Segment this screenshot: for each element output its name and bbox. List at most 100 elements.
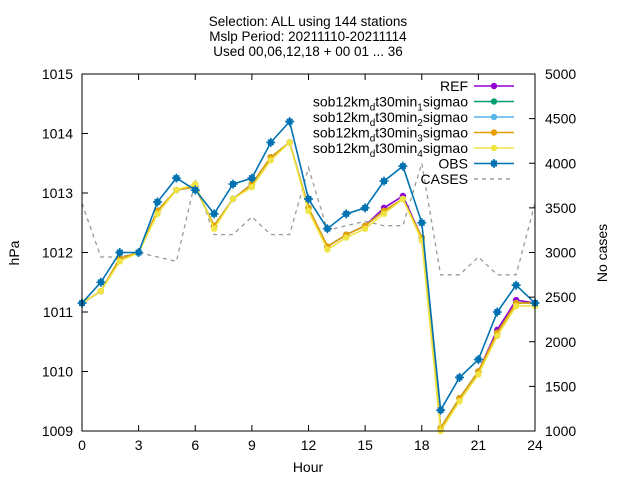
series-4-point [210, 225, 218, 232]
chart-title-line-3: Used 00,06,12,18 + 00 01 ... 36 [213, 44, 403, 59]
series-4-point [154, 210, 161, 218]
legend-marker [490, 113, 498, 121]
x-tick-label: 6 [191, 437, 199, 453]
series-4-point [192, 180, 199, 188]
series-5-point [511, 280, 521, 290]
series-4-point [361, 225, 369, 232]
x-tick-label: 9 [248, 437, 256, 453]
series-4-point [343, 234, 350, 241]
y-tick-label: 1012 [42, 245, 73, 261]
series-4-point [456, 398, 463, 405]
y-tick-label: 1014 [42, 126, 73, 142]
y2-tick-label: 5000 [545, 66, 576, 82]
y2-tick-label: 3500 [545, 200, 576, 216]
x-tick-label: 12 [301, 437, 317, 453]
series-5-point [134, 248, 144, 257]
series-4-point [380, 210, 388, 218]
y2-tick-label: 2000 [545, 334, 576, 350]
series-5-point [96, 277, 106, 287]
series-5-point [417, 218, 427, 228]
legend-entry-3: sob12kmdt30min3sigmao [313, 125, 514, 145]
legend-marker [490, 129, 498, 136]
series-5-point [455, 372, 464, 382]
legend-label: sob12kmdt30min4sigmao [313, 140, 468, 160]
series-5 [77, 117, 540, 415]
y-tick-label: 1010 [42, 364, 73, 380]
series-4-point [97, 287, 105, 295]
chart-title: Selection: ALL using 144 stations Mslp P… [209, 14, 408, 59]
legend-label: sob12kmdt30min1sigmao [313, 94, 468, 114]
series-line-6 [81, 163, 536, 276]
y2-tick-label: 2500 [545, 289, 576, 305]
series-5-point [436, 405, 446, 415]
legend-label: REF [440, 78, 468, 94]
y2-axis-label: No cases [594, 224, 610, 282]
series-5-point [492, 307, 502, 317]
x-tick-label: 24 [527, 437, 543, 453]
chart-title-line-1: Selection: ALL using 144 stations [209, 14, 408, 29]
legend-entry-0: REF [440, 78, 514, 94]
legend-marker [490, 82, 498, 90]
x-tick-label: 0 [78, 437, 86, 453]
legend-entry-6: CASES [421, 171, 514, 187]
series-4-point [248, 183, 256, 191]
series-5-point [341, 209, 351, 219]
legend-entry-5: OBS [438, 156, 514, 172]
series-4-point [512, 302, 520, 310]
series-5-point [209, 209, 219, 219]
series-5-point [247, 173, 257, 183]
series-4-point [494, 332, 501, 339]
series-4-point [116, 258, 123, 265]
legend-entry-1: sob12kmdt30min1sigmao [313, 94, 514, 114]
legend-label: OBS [438, 156, 468, 172]
x-axis-label: Hour [293, 459, 324, 475]
series-4-point [305, 207, 312, 215]
series-5-point [360, 203, 370, 213]
y-tick-label: 1009 [42, 423, 73, 439]
y2-tick-label: 3000 [545, 245, 576, 261]
y-tick-label: 1015 [42, 66, 73, 82]
series-5-point [153, 197, 162, 207]
y-tick-label: 1013 [42, 185, 73, 201]
series-5-point [398, 161, 408, 171]
x-tick-label: 3 [135, 437, 143, 453]
series-5-point [190, 185, 200, 195]
legend-entry-4: sob12kmdt30min4sigmao [313, 140, 514, 160]
series-5-point [228, 179, 238, 189]
series-5-point [322, 224, 332, 234]
series-4-point [286, 139, 293, 146]
series-4-point [173, 186, 180, 194]
legend-marker [490, 144, 498, 152]
series-4-point [229, 195, 237, 203]
y-tick-label: 1011 [43, 304, 73, 320]
series-4-point [324, 246, 331, 253]
legend-marker [490, 98, 498, 105]
y-axis-label: hPa [6, 240, 22, 265]
chart-marks [77, 117, 540, 435]
chart-legend: REFsob12kmdt30min1sigmaosob12kmdt30min2s… [313, 78, 514, 187]
series-6 [81, 163, 536, 276]
y2-tick-label: 1000 [545, 423, 576, 439]
x-tick-label: 21 [471, 437, 487, 453]
chart-axes: 0 3 6 9 12 15 18 21 24 1009 1010 1011 1012 1013 1014 10… [42, 66, 577, 453]
legend-label: sob12kmdt30min3sigmao [313, 125, 468, 145]
legend-label: CASES [421, 171, 468, 187]
legend-marker [489, 159, 499, 168]
series-5-point [171, 173, 181, 183]
y2-tick-label: 4500 [545, 111, 576, 127]
y2-tick-label: 4000 [545, 155, 576, 171]
series-4-point [475, 371, 482, 378]
series-5-point [115, 248, 125, 257]
chart-title-line-2: Mslp Period: 20211110-20211114 [209, 29, 407, 44]
series-5-point [266, 137, 276, 147]
series-5-point [304, 194, 313, 204]
x-tick-label: 18 [414, 437, 430, 453]
legend-label: sob12kmdt30min2sigmao [313, 109, 468, 129]
series-5-point [285, 117, 295, 127]
legend-entry-2: sob12kmdt30min2sigmao [313, 109, 514, 129]
series-4-point [399, 195, 407, 203]
series-5-point [473, 355, 483, 365]
x-tick-label: 15 [357, 437, 373, 453]
